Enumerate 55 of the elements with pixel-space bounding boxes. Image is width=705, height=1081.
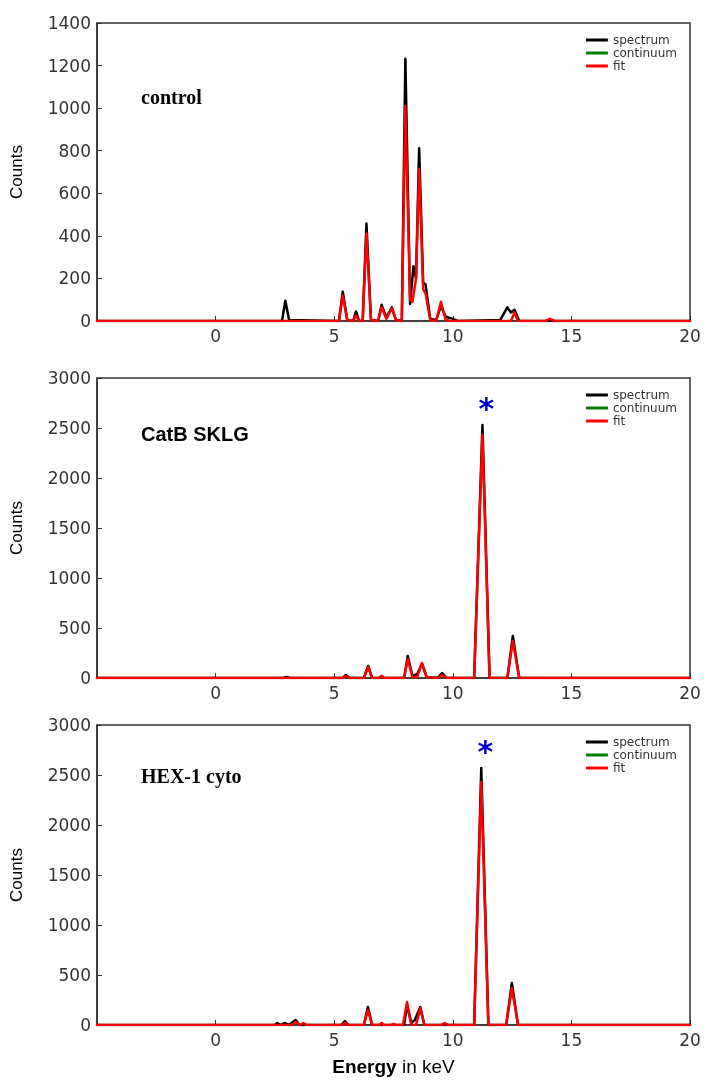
- y-tick-label: 600: [58, 183, 91, 204]
- y-tick-label: 1000: [47, 915, 91, 935]
- y-tick-label: 1500: [47, 865, 91, 885]
- legend-label: continuum: [612, 46, 677, 60]
- y-axis-title: Counts: [7, 501, 26, 555]
- x-tick-label: 10: [441, 682, 464, 703]
- y-tick-label: 400: [58, 225, 91, 246]
- y-tick-label: 1000: [47, 568, 91, 588]
- y-tick-label: 1000: [47, 98, 91, 119]
- x-tick-label: 0: [210, 325, 222, 346]
- annotation: *: [478, 390, 495, 426]
- y-axis-title: Counts: [7, 145, 26, 199]
- text: control: [141, 86, 203, 108]
- y-tick-label: 3000: [47, 715, 91, 735]
- x-tick-label: 15: [560, 325, 583, 346]
- y-tick-label: 2500: [47, 765, 91, 785]
- x-tick-label: 15: [560, 682, 583, 703]
- text: CatB SKLG: [141, 423, 249, 445]
- legend-label: fit: [612, 761, 626, 775]
- x-tick-label: 20: [679, 1029, 701, 1050]
- x-axis-title: Energy in keV: [332, 1056, 456, 1077]
- legend-label: fit: [612, 59, 626, 73]
- y-tick-label: 3000: [47, 368, 91, 388]
- x-tick-label: 20: [679, 682, 701, 703]
- y-tick-label: 800: [58, 140, 91, 161]
- y-tick-label: 1400: [47, 13, 91, 33]
- y-tick-label: 500: [58, 965, 91, 985]
- legend-label: continuum: [612, 748, 677, 762]
- y-tick-label: 0: [80, 311, 91, 331]
- y-tick-label: 1500: [47, 518, 91, 538]
- y-tick-label: 2000: [47, 468, 91, 488]
- x-tick-label: 0: [210, 682, 222, 703]
- x-tick-label: 10: [441, 325, 464, 346]
- x-tick-label: 5: [328, 325, 340, 346]
- annotation: *: [477, 733, 494, 769]
- y-tick-label: 0: [80, 1015, 91, 1035]
- y-axis-title: Counts: [7, 848, 26, 902]
- y-tick-label: 200: [58, 268, 91, 289]
- text: HEX-1 cyto: [141, 765, 242, 788]
- x-tick-label: 5: [328, 682, 340, 703]
- x-tick-label: 10: [441, 1029, 464, 1050]
- y-tick-label: 1200: [47, 55, 91, 76]
- y-tick-label: 0: [80, 668, 91, 688]
- y-tick-label: 500: [58, 618, 91, 638]
- y-tick-label: 2000: [47, 815, 91, 835]
- legend-label: continuum: [612, 401, 677, 415]
- x-tick-label: 15: [560, 1029, 583, 1050]
- legend-label: fit: [612, 414, 626, 428]
- x-tick-label: 20: [679, 325, 701, 346]
- x-tick-label: 0: [210, 1029, 222, 1050]
- x-tick-label: 5: [328, 1029, 340, 1050]
- legend-label: spectrum: [612, 735, 670, 749]
- y-tick-label: 2500: [47, 418, 91, 438]
- legend-label: spectrum: [612, 33, 670, 47]
- legend-label: spectrum: [612, 388, 670, 402]
